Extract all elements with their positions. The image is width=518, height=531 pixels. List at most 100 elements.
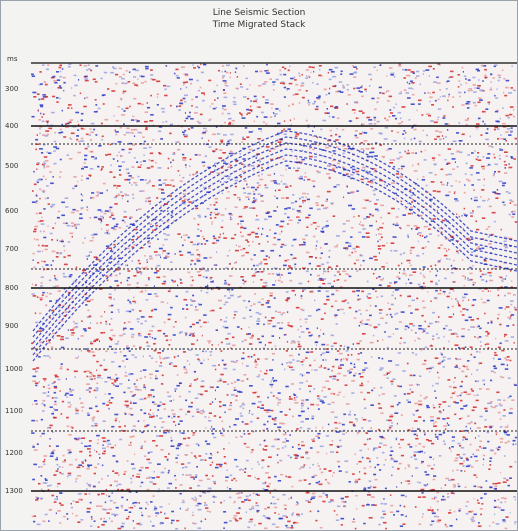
amplitude-sample [484,419,487,421]
amplitude-sample [427,509,432,511]
amplitude-sample [398,92,402,95]
amplitude-sample [336,162,340,165]
amplitude-sample [298,75,301,77]
amplitude-sample [32,190,34,192]
amplitude-sample [428,367,432,370]
amplitude-sample [316,170,319,172]
amplitude-sample [223,160,226,163]
amplitude-sample [171,279,173,282]
amplitude-sample [434,390,436,392]
amplitude-sample [277,426,282,429]
amplitude-sample [179,507,181,510]
amplitude-sample [116,154,119,157]
amplitude-sample [152,218,157,221]
amplitude-sample [424,320,426,323]
amplitude-sample [424,471,427,473]
amplitude-sample [227,297,231,299]
amplitude-sample [305,451,309,454]
amplitude-sample [340,70,343,73]
amplitude-sample [330,305,334,308]
amplitude-sample [497,289,500,291]
amplitude-sample [364,88,367,91]
amplitude-sample [45,130,50,132]
amplitude-sample [97,107,101,110]
amplitude-sample [136,209,138,211]
amplitude-sample [212,480,217,483]
amplitude-sample [279,337,281,339]
amplitude-sample [90,322,92,324]
amplitude-sample [50,264,53,266]
amplitude-sample [280,281,283,283]
amplitude-sample [74,84,78,87]
amplitude-sample [60,346,65,349]
amplitude-sample [331,369,333,372]
amplitude-sample [455,364,458,367]
amplitude-sample [403,130,406,132]
amplitude-sample [110,311,113,313]
amplitude-sample [395,438,397,441]
amplitude-sample [494,163,498,166]
amplitude-sample [164,467,166,470]
amplitude-sample [407,480,410,482]
amplitude-sample [262,515,266,517]
amplitude-sample [175,457,178,459]
amplitude-sample [390,458,395,461]
amplitude-sample [281,81,285,84]
amplitude-sample [256,186,259,189]
amplitude-sample [111,382,114,385]
amplitude-sample [192,243,197,246]
amplitude-sample [109,208,111,211]
title: Line Seismic Section [212,8,306,18]
amplitude-sample [167,167,169,169]
amplitude-sample [122,333,126,335]
amplitude-sample [422,513,424,515]
amplitude-sample [253,95,257,98]
amplitude-sample [491,406,496,409]
amplitude-sample [353,363,356,366]
amplitude-sample [184,466,188,468]
amplitude-sample [43,404,46,406]
amplitude-sample [367,293,371,295]
amplitude-sample [512,443,514,446]
amplitude-sample [328,470,332,472]
amplitude-sample [110,212,114,214]
amplitude-sample [347,94,351,96]
amplitude-sample [363,407,367,409]
amplitude-sample [446,163,449,165]
amplitude-sample [316,136,319,139]
amplitude-sample [101,166,104,168]
amplitude-sample [489,290,492,292]
amplitude-sample [299,388,302,390]
amplitude-sample [221,112,224,115]
amplitude-sample [344,460,349,462]
amplitude-sample [163,408,166,410]
amplitude-sample [261,167,263,169]
amplitude-sample [308,256,313,258]
amplitude-sample [336,350,340,352]
amplitude-sample [456,300,459,302]
amplitude-sample [124,412,127,414]
amplitude-sample [462,252,464,254]
amplitude-sample [388,360,393,362]
amplitude-sample [343,505,345,507]
amplitude-sample [75,480,77,483]
amplitude-sample [476,228,480,231]
amplitude-sample [410,264,412,267]
amplitude-sample [72,225,77,227]
amplitude-sample [514,521,517,523]
amplitude-sample [222,325,225,328]
amplitude-sample [90,196,93,199]
amplitude-sample [90,342,94,345]
amplitude-sample [53,140,57,143]
amplitude-sample [313,70,315,73]
amplitude-sample [41,260,44,263]
amplitude-sample [231,119,235,122]
amplitude-sample [140,103,144,106]
amplitude-sample [403,269,406,272]
amplitude-sample [328,115,331,118]
amplitude-sample [79,92,82,95]
amplitude-sample [31,115,35,118]
amplitude-sample [328,176,331,179]
amplitude-sample [370,182,374,184]
amplitude-sample [282,515,287,517]
